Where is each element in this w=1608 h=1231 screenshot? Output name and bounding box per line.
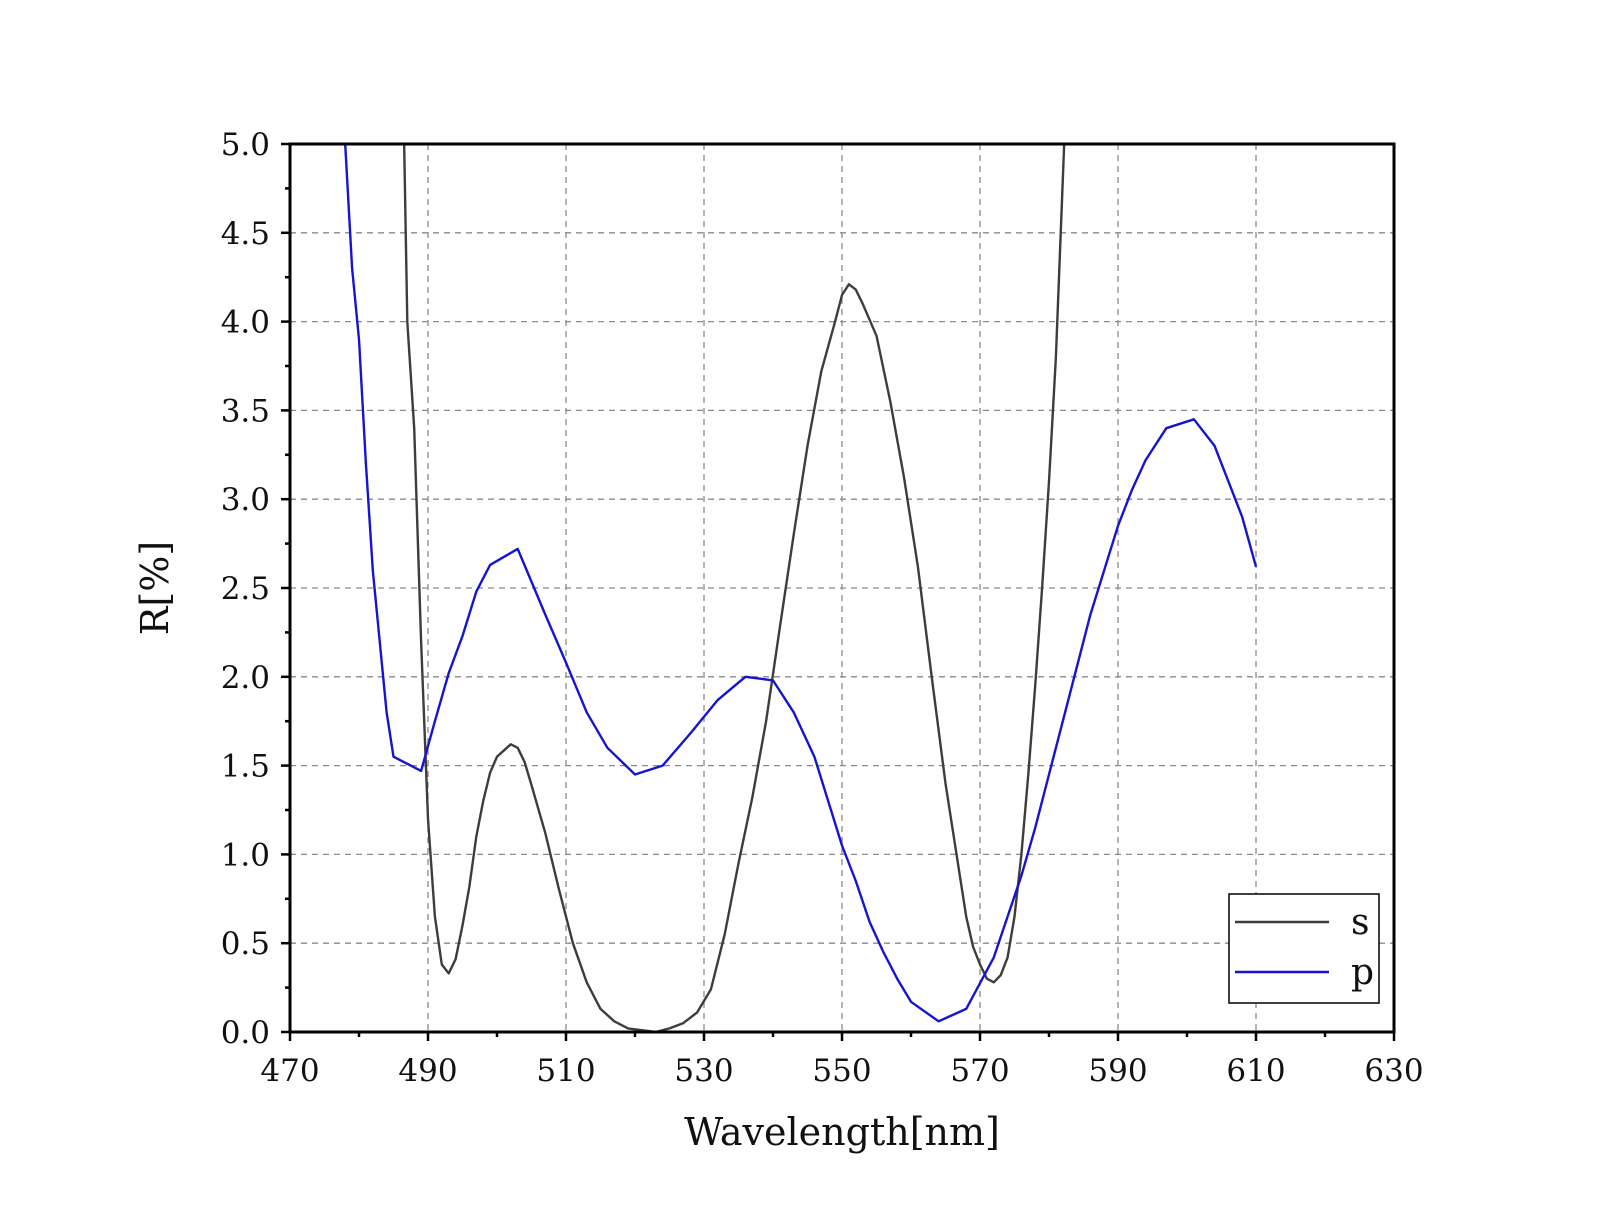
legend-box bbox=[1228, 893, 1380, 1004]
y-tick-label: 5.0 bbox=[221, 127, 270, 163]
x-tick-label: 570 bbox=[950, 1053, 1009, 1089]
x-tick-label: 610 bbox=[1226, 1053, 1285, 1089]
legend-label-p: p bbox=[1351, 952, 1374, 993]
x-tick-label: 550 bbox=[812, 1053, 871, 1089]
y-axis-title: R[%] bbox=[133, 541, 177, 635]
x-tick-labels: 470 490 510 530 550 570 590 610 630 bbox=[260, 1053, 1423, 1089]
x-tick-label: 630 bbox=[1364, 1053, 1423, 1089]
series-line-p bbox=[344, 144, 1258, 1023]
series-layer bbox=[344, 144, 1258, 1032]
x-tick-label: 590 bbox=[1088, 1053, 1147, 1089]
y-tick-label: 1.0 bbox=[221, 837, 270, 873]
y-tick-label: 0.5 bbox=[221, 926, 270, 962]
legend: s p bbox=[1228, 893, 1380, 1004]
y-tick-label: 4.0 bbox=[221, 305, 270, 341]
y-tick-label: 1.5 bbox=[221, 749, 270, 785]
y-tick-label: 3.5 bbox=[221, 393, 270, 429]
grid bbox=[290, 144, 1394, 1032]
x-tick-label: 530 bbox=[674, 1053, 733, 1089]
x-tick-label: 490 bbox=[398, 1053, 457, 1089]
y-tick-label: 3.0 bbox=[221, 482, 270, 518]
series-line-s bbox=[402, 144, 1066, 1032]
legend-label-s: s bbox=[1351, 902, 1369, 943]
y-tick-label: 2.5 bbox=[221, 571, 270, 607]
y-tick-label: 0.0 bbox=[221, 1015, 270, 1051]
x-axis-title: Wavelength[nm] bbox=[684, 1110, 1000, 1154]
x-tick-label: 510 bbox=[536, 1053, 595, 1089]
y-tick-label: 4.5 bbox=[221, 216, 270, 252]
y-tick-labels: 0.0 0.5 1.0 1.5 2.0 2.5 3.0 3.5 4.0 4.5 5.0 bbox=[221, 127, 270, 1051]
y-tick-label: 2.0 bbox=[221, 660, 270, 696]
ticks bbox=[281, 142, 1396, 1041]
x-tick-label: 470 bbox=[260, 1053, 319, 1089]
